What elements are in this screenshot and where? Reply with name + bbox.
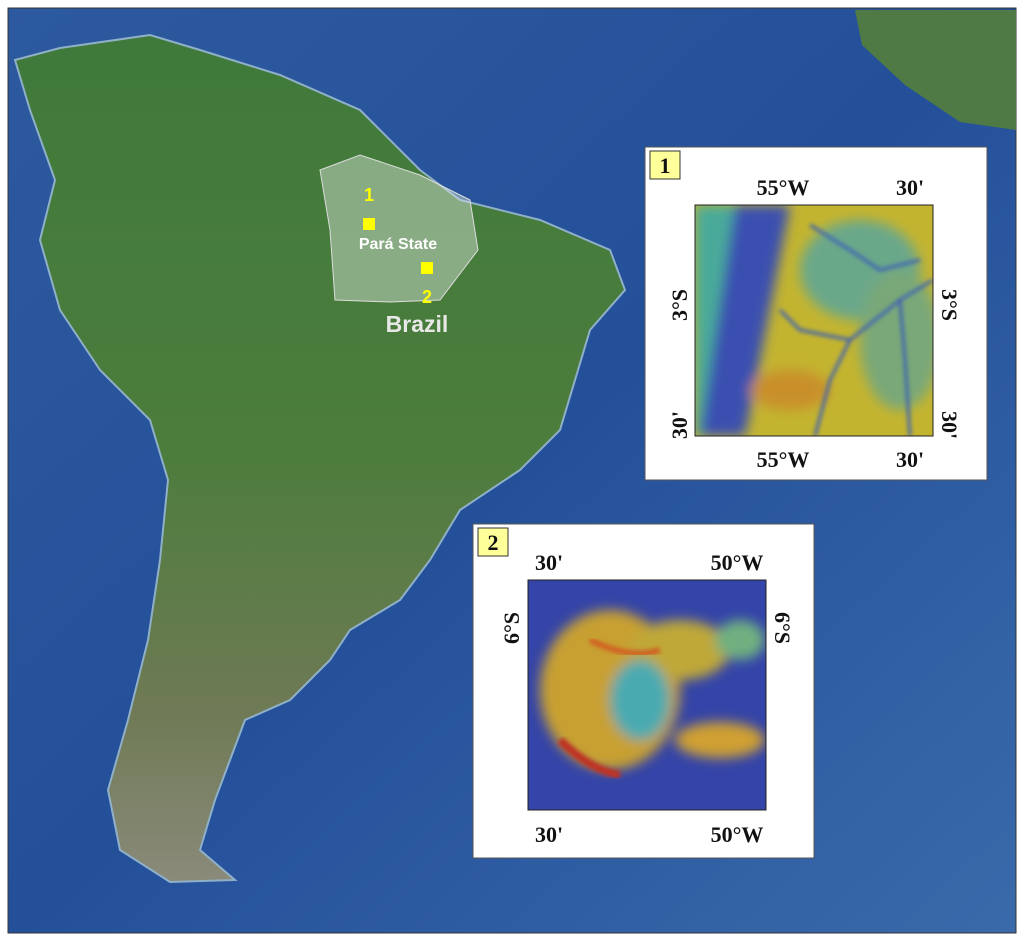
site-label: 1	[364, 185, 374, 205]
tick-label: 30'	[667, 411, 692, 439]
site-marker	[421, 262, 433, 274]
tick-label: 30'	[896, 175, 924, 200]
africa	[855, 10, 1016, 130]
tick-label: 3°S	[937, 289, 962, 321]
tick-label: 6°S	[770, 612, 795, 644]
tick-label: 50°W	[711, 822, 764, 847]
tick-label: 30'	[535, 550, 563, 575]
tick-label: 30'	[535, 822, 563, 847]
tick-label: 50°W	[711, 550, 764, 575]
tick-label: 30'	[896, 447, 924, 472]
inset-badge	[649, 150, 681, 180]
elevation-image	[695, 205, 933, 436]
badge-label: 2	[488, 530, 499, 555]
inset-frame	[527, 579, 767, 811]
inset-badge	[477, 527, 509, 557]
site-label: 2	[422, 287, 432, 307]
tick-label: 55°W	[757, 447, 810, 472]
badge-label: 1	[660, 153, 671, 178]
tick-label: 6°S	[499, 612, 524, 644]
inset-frame	[694, 204, 934, 437]
tick-label: 55°W	[757, 175, 810, 200]
site-marker	[363, 218, 375, 230]
para-state	[319, 154, 479, 303]
country-label: Brazil	[386, 311, 449, 337]
elevation-image	[528, 580, 766, 810]
tick-label: 3°S	[667, 289, 692, 321]
tick-label: 30'	[937, 411, 962, 439]
region-label: Pará State	[359, 236, 437, 253]
